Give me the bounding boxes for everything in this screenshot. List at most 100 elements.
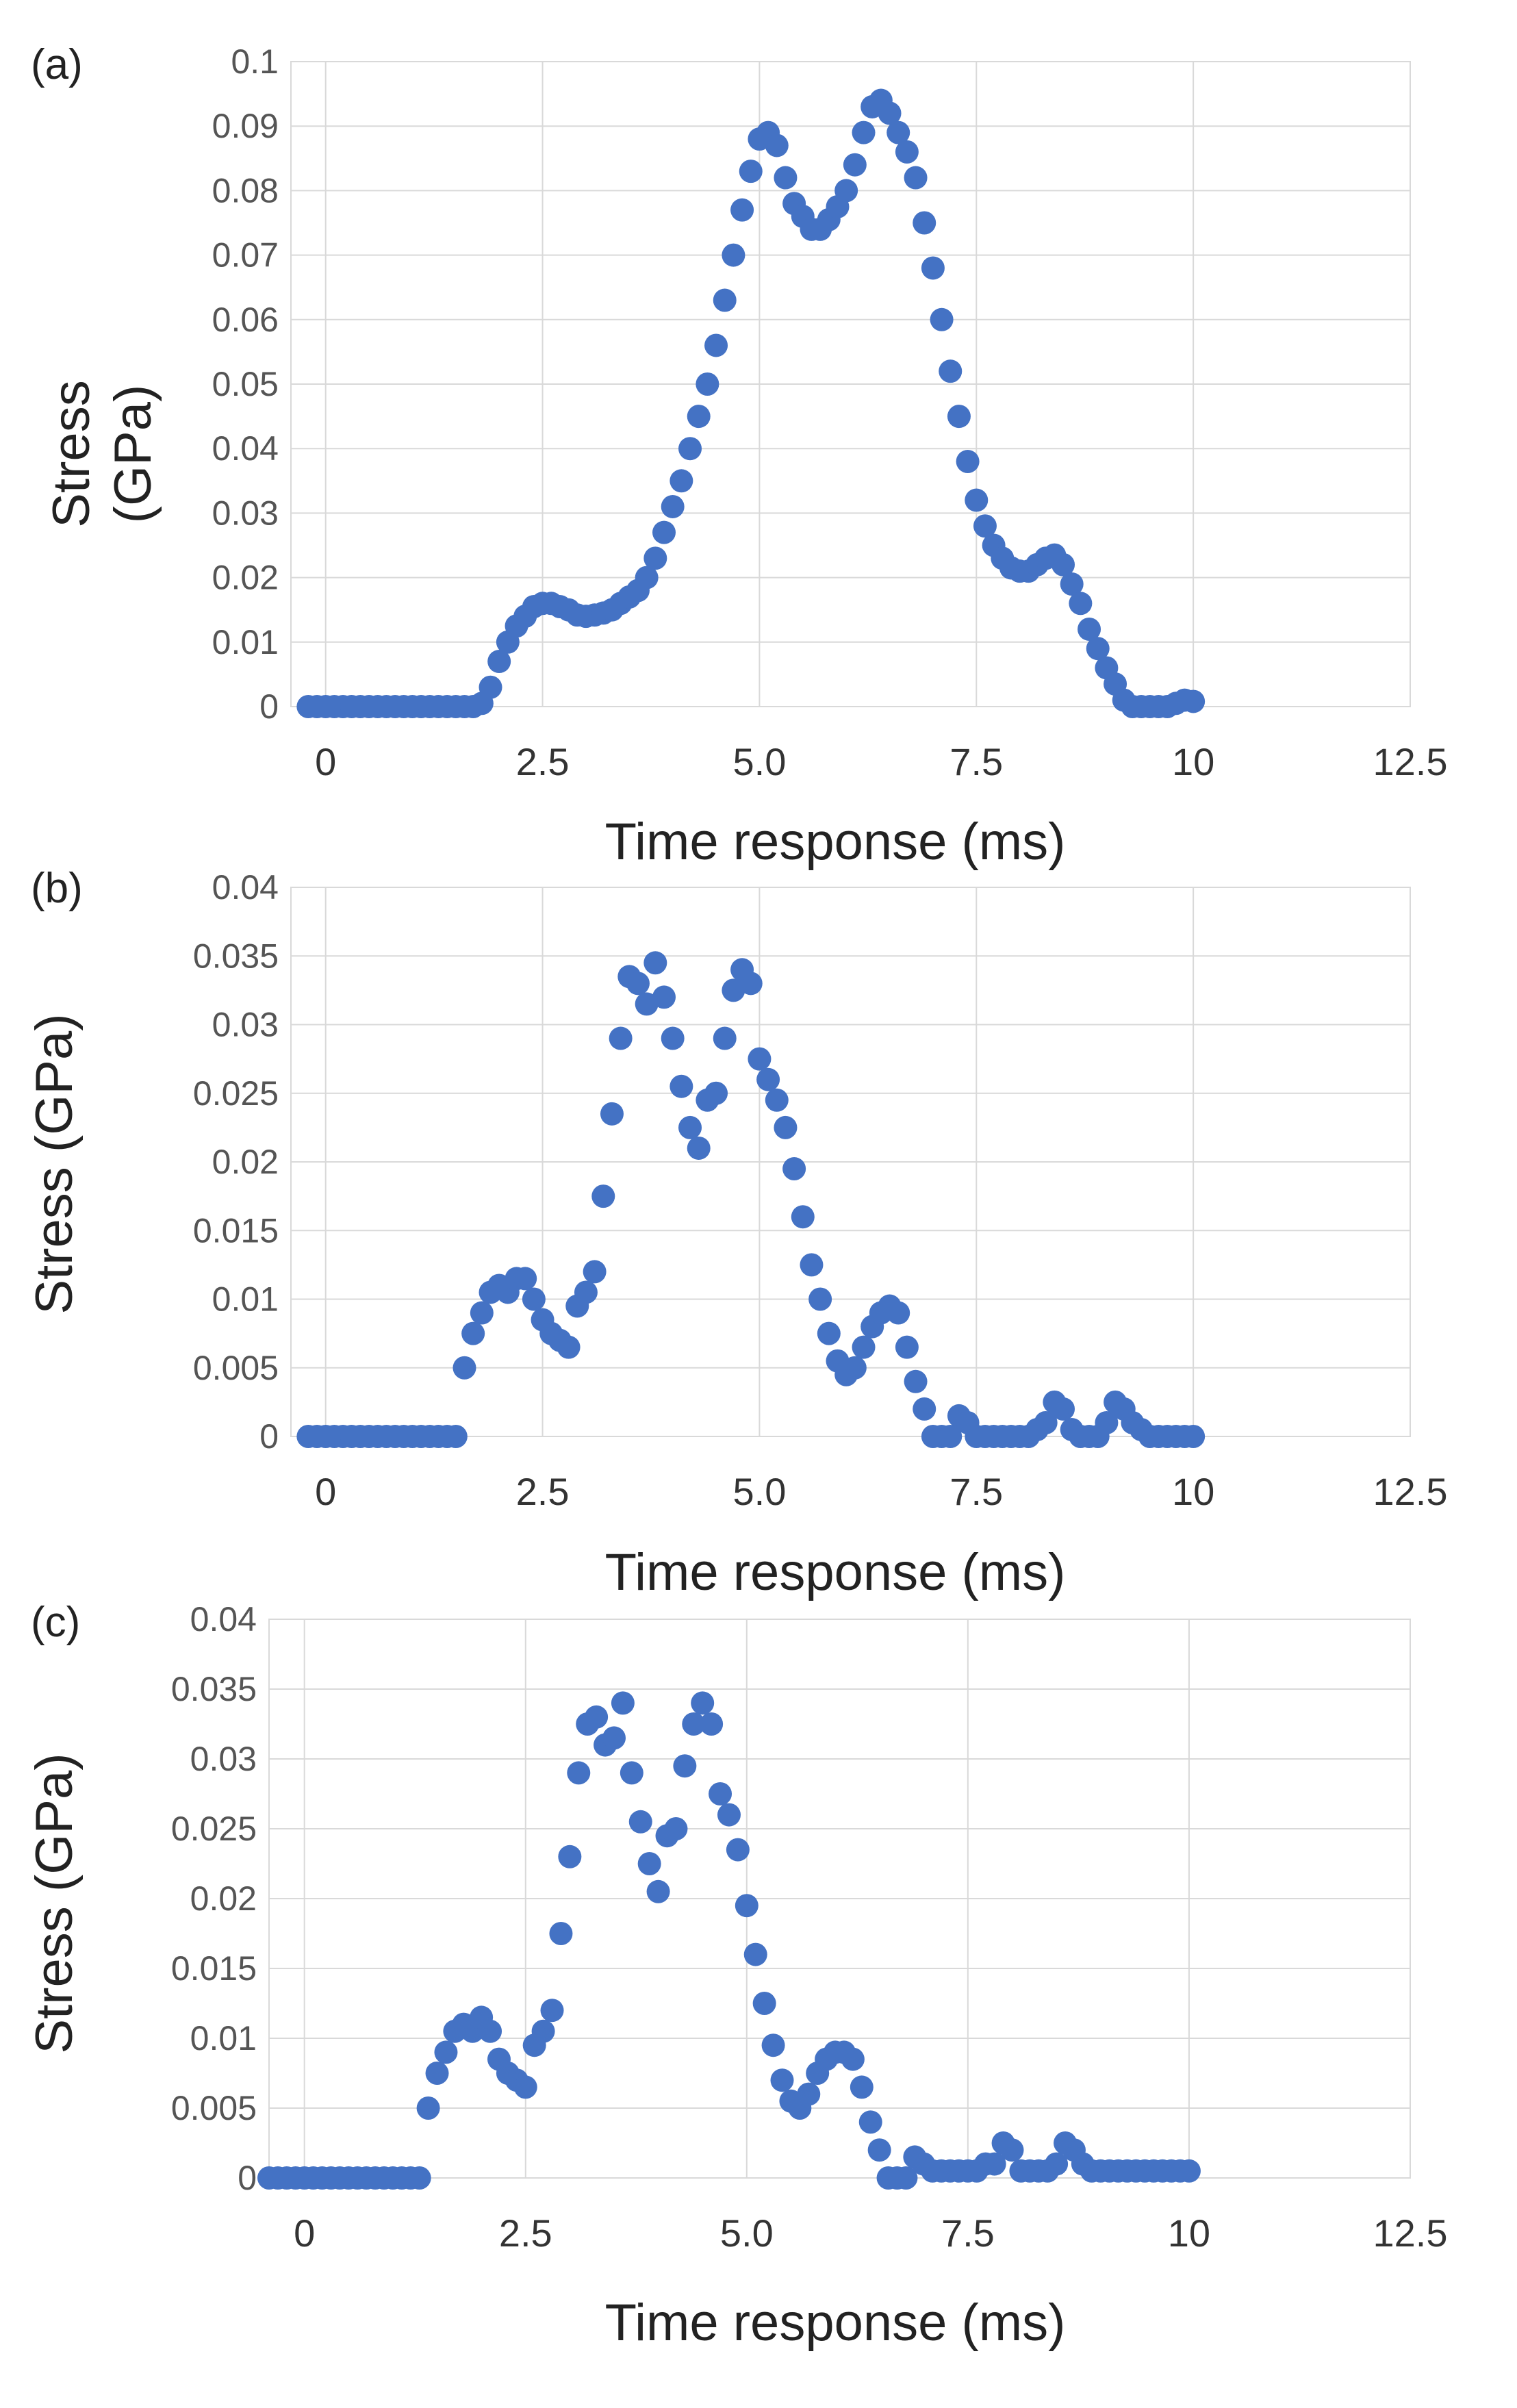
data-point-a [965, 488, 989, 512]
data-point-b [670, 1074, 693, 1098]
panel-label-a: (a) [31, 41, 83, 88]
data-point-b [1095, 1410, 1119, 1434]
y-tick-label-a: 0.07 [212, 236, 279, 275]
data-point-a [843, 153, 867, 177]
data-point-b [444, 1425, 468, 1448]
data-point-b [782, 1157, 806, 1181]
data-point-b [1034, 1410, 1058, 1434]
x-tick-label-a: 10 [1172, 740, 1214, 783]
y-tick-label-a: 0.08 [212, 171, 279, 210]
data-point-c [549, 1922, 573, 1945]
data-point-c [717, 1803, 741, 1827]
y-tick-label-a: 0.03 [212, 494, 279, 532]
y-tick-label-b: 0.015 [193, 1211, 279, 1250]
data-point-b [852, 1335, 876, 1359]
y-tick-labels-a: 0 0.01 0.02 0.03 0.04 0.05 0.06 0.07 0.08 0.09 0.1 [212, 42, 279, 726]
x-tick-label-b: 0 [315, 1470, 336, 1513]
y-tick-label-c: 0.015 [171, 1949, 257, 1988]
data-point-c [585, 1705, 609, 1729]
x-tick-label-c: 10 [1168, 2211, 1210, 2255]
data-point-b [939, 1425, 963, 1448]
y-tick-label-b: 0.02 [212, 1143, 279, 1181]
data-point-b [557, 1335, 581, 1359]
y-tick-label-b: 0.025 [193, 1074, 279, 1113]
data-point-c [620, 1761, 643, 1785]
y-axis-label-c: Stress (GPa) [25, 1753, 84, 2053]
data-point-c [709, 1782, 732, 1805]
y-tick-label-b: 0.03 [212, 1006, 279, 1044]
x-tick-label-b: 12.5 [1373, 1470, 1448, 1513]
y-tick-label-c: 0.035 [171, 1670, 257, 1708]
data-point-b [817, 1321, 841, 1345]
data-point-c [752, 1992, 776, 2015]
y-tick-label-c: 0.04 [190, 1600, 257, 1638]
data-point-c [700, 1712, 724, 1736]
y-tick-label-c: 0.025 [171, 1810, 257, 1848]
data-point-c [770, 2068, 794, 2092]
data-point-a [1086, 637, 1110, 661]
data-point-c [867, 2138, 891, 2162]
data-point-c [894, 2166, 918, 2190]
data-point-b [1182, 1425, 1206, 1448]
x-tick-label-a: 0 [315, 740, 336, 783]
x-tick-label-c: 12.5 [1373, 2211, 1448, 2255]
gridlines-a [291, 61, 1411, 707]
y-tick-label-a: 0 [259, 687, 279, 726]
x-tick-label-a: 5.0 [732, 740, 786, 783]
x-tick-label-b: 7.5 [949, 1470, 1003, 1513]
data-point-c [743, 1942, 767, 1966]
y-tick-label-a: 0.06 [212, 301, 279, 339]
y-tick-label-b: 0.04 [212, 868, 279, 907]
data-point-a [1078, 617, 1101, 641]
data-point-c [726, 1838, 750, 1862]
gridlines-b [291, 887, 1411, 1437]
data-point-b [887, 1301, 910, 1325]
data-point-c [425, 2062, 449, 2085]
data-point-b [748, 1047, 772, 1071]
x-tick-label-c: 0 [294, 2211, 315, 2255]
data-point-c [841, 2047, 865, 2071]
y-axis-label-b: Stress (GPa) [25, 1013, 84, 1314]
data-point-c [1000, 2138, 1024, 2162]
data-point-a [652, 520, 676, 544]
data-point-b [626, 972, 650, 996]
data-point-a [878, 101, 902, 125]
x-tick-label-c: 2.5 [499, 2211, 552, 2255]
data-point-b [843, 1356, 867, 1380]
chart-panel-a: 0 0.01 0.02 0.03 0.04 0.05 0.06 0.07 0.08 0.09 0.1… [31, 41, 1448, 871]
x-tick-labels-a: 0 2.5 5.0 7.5 10 12.5 [315, 740, 1447, 783]
data-point-a [774, 166, 798, 190]
data-point-a [635, 566, 659, 590]
data-point-a [704, 333, 728, 357]
x-tick-label-a: 2.5 [516, 740, 570, 783]
y-tick-label-a: 0.05 [212, 365, 279, 403]
data-point-c [567, 1761, 591, 1785]
y-tick-label-c: 0.03 [190, 1740, 257, 1778]
x-tick-labels-b: 0 2.5 5.0 7.5 10 12.5 [315, 1470, 1447, 1513]
data-point-b [704, 1081, 728, 1105]
data-point-a [913, 211, 936, 235]
x-axis-label-b: Time response (ms) [605, 1543, 1066, 1601]
data-point-c [637, 1852, 661, 1875]
data-point-b [661, 1026, 685, 1050]
data-point-c [673, 1754, 697, 1778]
chart-panel-c: 0 0.005 0.01 0.015 0.02 0.025 0.03 0.035 0.04 0 2… [25, 1599, 1448, 2352]
data-point-c [691, 1691, 715, 1715]
data-points-a [296, 88, 1206, 718]
data-point-c [628, 1810, 652, 1834]
data-point-c [682, 1712, 706, 1736]
data-point-b [904, 1369, 928, 1393]
data-point-a [973, 514, 997, 538]
data-point-a [765, 134, 789, 157]
panel-label-c: (c) [31, 1599, 80, 1646]
data-point-a [939, 359, 963, 383]
data-point-b [643, 951, 667, 975]
data-points-c [257, 1691, 1201, 2190]
y-tick-label-a: 0.01 [212, 623, 279, 661]
y-tick-label-a: 0.1 [231, 42, 279, 81]
data-point-b [765, 1088, 789, 1112]
data-point-c [407, 2166, 431, 2190]
y-tick-labels-b: 0 0.005 0.01 0.015 0.02 0.025 0.03 0.035 0.04 [193, 868, 279, 1456]
y-axis-label-a-line2: (GPa) [104, 385, 162, 524]
y-axis-label-a-line1: Stress [42, 380, 101, 527]
